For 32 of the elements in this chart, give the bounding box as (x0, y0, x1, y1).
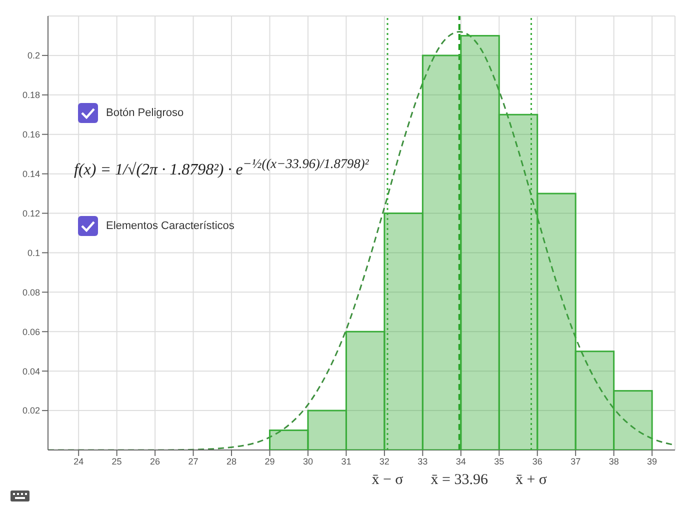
annotation: Elementos Característicos (106, 220, 234, 232)
x-tick-label: 31 (341, 456, 352, 466)
x-tick-label: 27 (188, 456, 198, 466)
x-tick-label: 30 (302, 456, 313, 466)
x-tick-label: 34 (456, 456, 466, 466)
x-tick-label: 25 (112, 456, 122, 466)
y-tick-label: 0.14 (22, 169, 40, 180)
y-tick-label: 0.08 (22, 287, 40, 298)
x-tick-label: 32 (379, 456, 390, 466)
annotation: Botón Peligroso (106, 107, 184, 119)
y-tick-label: 0.18 (22, 90, 40, 100)
y-tick-label: 0.2 (27, 50, 40, 61)
x-tick-label: 28 (226, 456, 237, 466)
y-tick-label: 0.1 (27, 248, 40, 258)
y-tick-label: 0.02 (22, 406, 40, 416)
x-tick-label: 29 (264, 456, 275, 466)
x-tick-label: 38 (608, 456, 619, 466)
x-tick-label: 24 (74, 456, 84, 466)
annotation: f(x) = 1/√(2π · 1.8798²) · e$^{−½((x−33.96)/1.8798)²}$ (74, 156, 369, 180)
y-tick-label: 0.16 (22, 130, 40, 140)
x-tick-label: 37 (570, 456, 581, 466)
y-tick-label: 0.12 (22, 208, 40, 218)
ref-line-label: x̄ − σ (372, 472, 404, 488)
x-tick-label: 36 (532, 456, 542, 466)
ref-line-label: x̄ = 33.96 (430, 472, 488, 488)
x-tick-label: 35 (494, 456, 504, 466)
y-tick-label: 0.04 (22, 366, 40, 376)
x-tick-label: 26 (150, 456, 160, 466)
ref-line-label: x̄ + σ (515, 472, 548, 488)
x-tick-label: 33 (418, 456, 428, 466)
x-tick-label: 39 (647, 456, 658, 466)
y-tick-label: 0.06 (22, 326, 40, 337)
